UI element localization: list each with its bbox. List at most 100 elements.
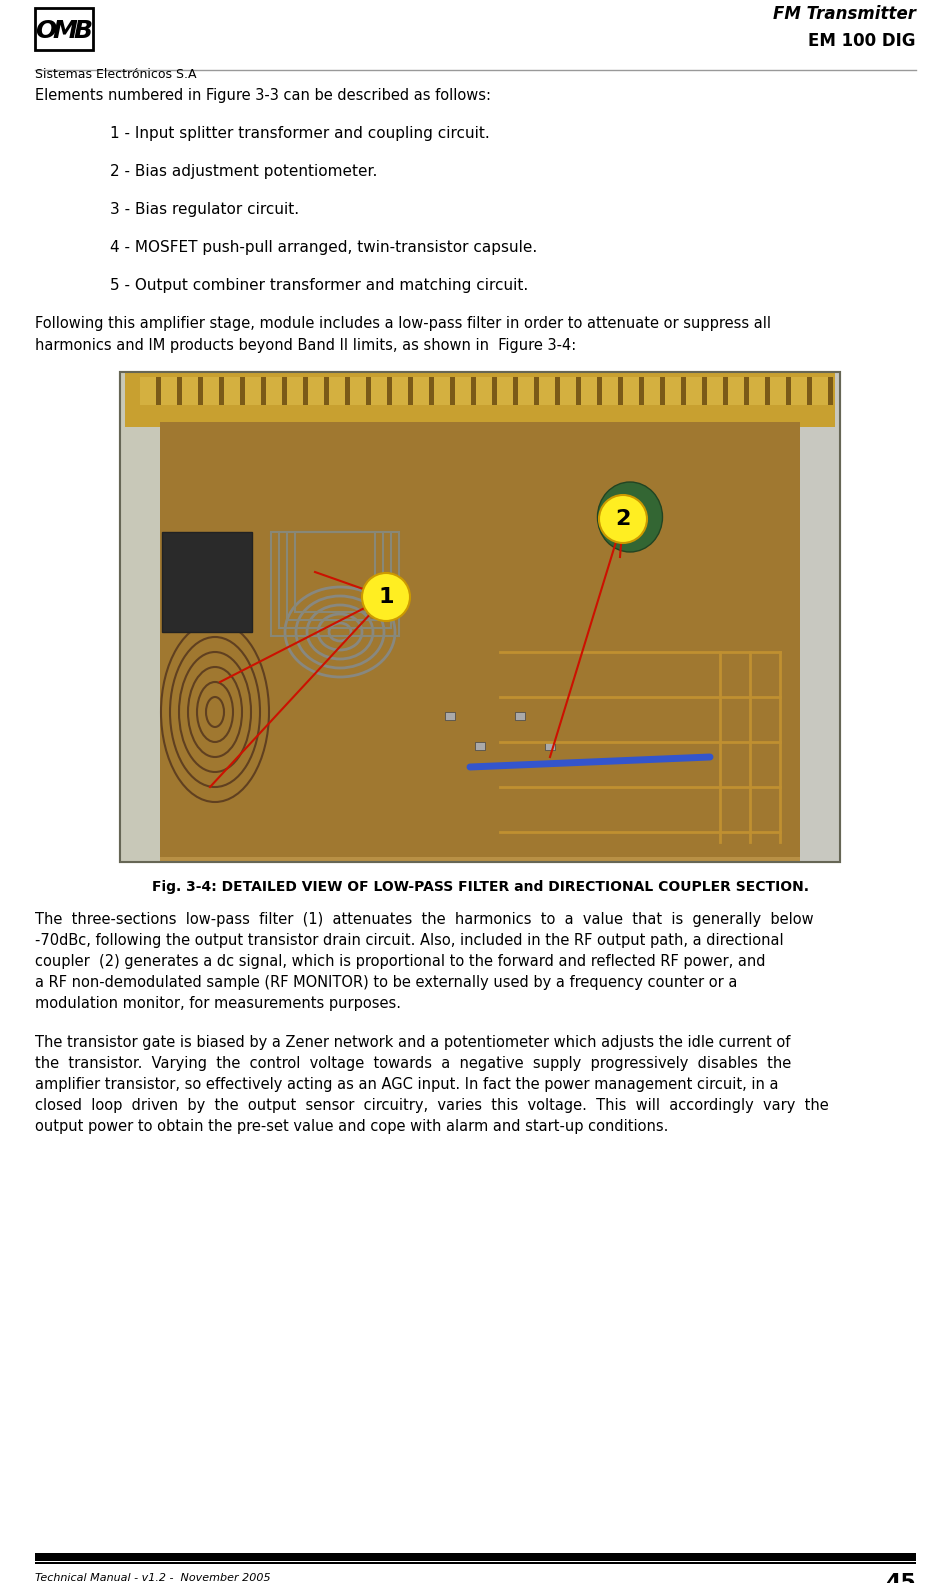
Bar (120, 372, 840, 863)
Bar (203, 377, 219, 405)
Bar (387, 377, 392, 405)
Bar (539, 377, 555, 405)
Bar (266, 377, 282, 405)
Bar (602, 377, 618, 405)
Bar (545, 742, 555, 750)
Bar (581, 377, 597, 405)
Bar (350, 377, 366, 405)
Bar (371, 377, 387, 405)
Circle shape (599, 495, 647, 543)
Circle shape (362, 573, 410, 621)
Bar (287, 532, 383, 621)
Bar (800, 372, 840, 863)
Bar (295, 532, 375, 613)
Bar (665, 377, 681, 405)
Bar (744, 377, 749, 405)
Text: 45: 45 (885, 1574, 916, 1583)
Bar (707, 377, 723, 405)
Bar (786, 377, 791, 405)
Bar (497, 377, 513, 405)
Bar (219, 377, 224, 405)
Bar (476, 377, 492, 405)
Text: coupler  (2) generates a dc signal, which is proportional to the forward and ref: coupler (2) generates a dc signal, which… (35, 955, 766, 969)
Bar (308, 377, 324, 405)
Bar (576, 377, 581, 405)
Text: closed  loop  driven  by  the  output  sensor  circuitry,  varies  this  voltage: closed loop driven by the output sensor … (35, 1099, 828, 1113)
Text: 4 - MOSFET push-pull arranged, twin-transistor capsule.: 4 - MOSFET push-pull arranged, twin-tran… (110, 241, 537, 255)
Text: the  transistor.  Varying  the  control  voltage  towards  a  negative  supply  : the transistor. Varying the control volt… (35, 1056, 791, 1072)
Bar (560, 377, 576, 405)
Bar (261, 377, 266, 405)
Bar (413, 377, 429, 405)
Bar (224, 377, 240, 405)
Bar (279, 532, 391, 628)
Text: 1: 1 (378, 587, 394, 606)
Bar (287, 377, 303, 405)
Bar (162, 532, 252, 632)
Bar (492, 377, 497, 405)
Bar (35, 1562, 916, 1564)
Bar (140, 377, 156, 405)
Bar (513, 377, 518, 405)
Bar (408, 377, 413, 405)
Bar (120, 372, 840, 863)
Bar (749, 377, 765, 405)
Text: a RF non-demodulated sample (RF MONITOR) to be externally used by a frequency co: a RF non-demodulated sample (RF MONITOR)… (35, 975, 737, 989)
Bar (728, 377, 744, 405)
Text: Sistemas Electrónicos S.A: Sistemas Electrónicos S.A (35, 68, 197, 81)
Text: output power to obtain the pre-set value and cope with alarm and start-up condit: output power to obtain the pre-set value… (35, 1119, 669, 1133)
Bar (515, 712, 525, 720)
Text: Technical Manual - v1.2 -  November 2005: Technical Manual - v1.2 - November 2005 (35, 1574, 271, 1583)
Text: O: O (35, 19, 56, 43)
Text: harmonics and IM products beyond Band II limits, as shown in  Figure 3-4:: harmonics and IM products beyond Band II… (35, 339, 576, 353)
Bar (329, 377, 345, 405)
Bar (245, 377, 261, 405)
Bar (555, 377, 560, 405)
Bar (644, 377, 660, 405)
Bar (828, 377, 833, 405)
Bar (770, 377, 786, 405)
Text: B: B (73, 19, 92, 43)
Text: amplifier transistor, so effectively acting as an AGC input. In fact the power m: amplifier transistor, so effectively act… (35, 1076, 779, 1092)
Bar (702, 377, 707, 405)
Text: 2: 2 (615, 510, 631, 529)
Bar (160, 423, 800, 856)
Text: 2 - Bias adjustment potentiometer.: 2 - Bias adjustment potentiometer. (110, 165, 378, 179)
Bar (240, 377, 245, 405)
Bar (366, 377, 371, 405)
Bar (455, 377, 471, 405)
Text: 3 - Bias regulator circuit.: 3 - Bias regulator circuit. (110, 203, 300, 217)
Text: Fig. 3-4: DETAILED VIEW OF LOW-PASS FILTER and DIRECTIONAL COUPLER SECTION.: Fig. 3-4: DETAILED VIEW OF LOW-PASS FILT… (151, 880, 808, 894)
Bar (35, 8, 93, 51)
Bar (125, 372, 835, 427)
Bar (429, 377, 434, 405)
Bar (177, 377, 182, 405)
Ellipse shape (597, 481, 663, 552)
Bar (345, 377, 350, 405)
Bar (303, 377, 308, 405)
Bar (791, 377, 807, 405)
Bar (765, 377, 770, 405)
Bar (161, 377, 177, 405)
Bar (450, 377, 455, 405)
Text: The transistor gate is biased by a Zener network and a potentiometer which adjus: The transistor gate is biased by a Zener… (35, 1035, 790, 1050)
Bar (35, 1553, 916, 1561)
Bar (681, 377, 686, 405)
Text: EM 100 DIG: EM 100 DIG (808, 32, 916, 51)
Bar (271, 532, 399, 636)
Text: The  three-sections  low-pass  filter  (1)  attenuates  the  harmonics  to  a  v: The three-sections low-pass filter (1) a… (35, 912, 814, 928)
Bar (639, 377, 644, 405)
Text: modulation monitor, for measurements purposes.: modulation monitor, for measurements pur… (35, 996, 401, 1012)
Bar (807, 377, 812, 405)
Bar (282, 377, 287, 405)
Text: 5 - Output combiner transformer and matching circuit.: 5 - Output combiner transformer and matc… (110, 279, 528, 293)
Bar (182, 377, 198, 405)
Text: -70dBc, following the output transistor drain circuit. Also, included in the RF : -70dBc, following the output transistor … (35, 932, 784, 948)
Text: FM Transmitter: FM Transmitter (773, 5, 916, 24)
Bar (471, 377, 476, 405)
Bar (686, 377, 702, 405)
Bar (623, 377, 639, 405)
Bar (534, 377, 539, 405)
Bar (475, 742, 485, 750)
Bar (445, 712, 455, 720)
